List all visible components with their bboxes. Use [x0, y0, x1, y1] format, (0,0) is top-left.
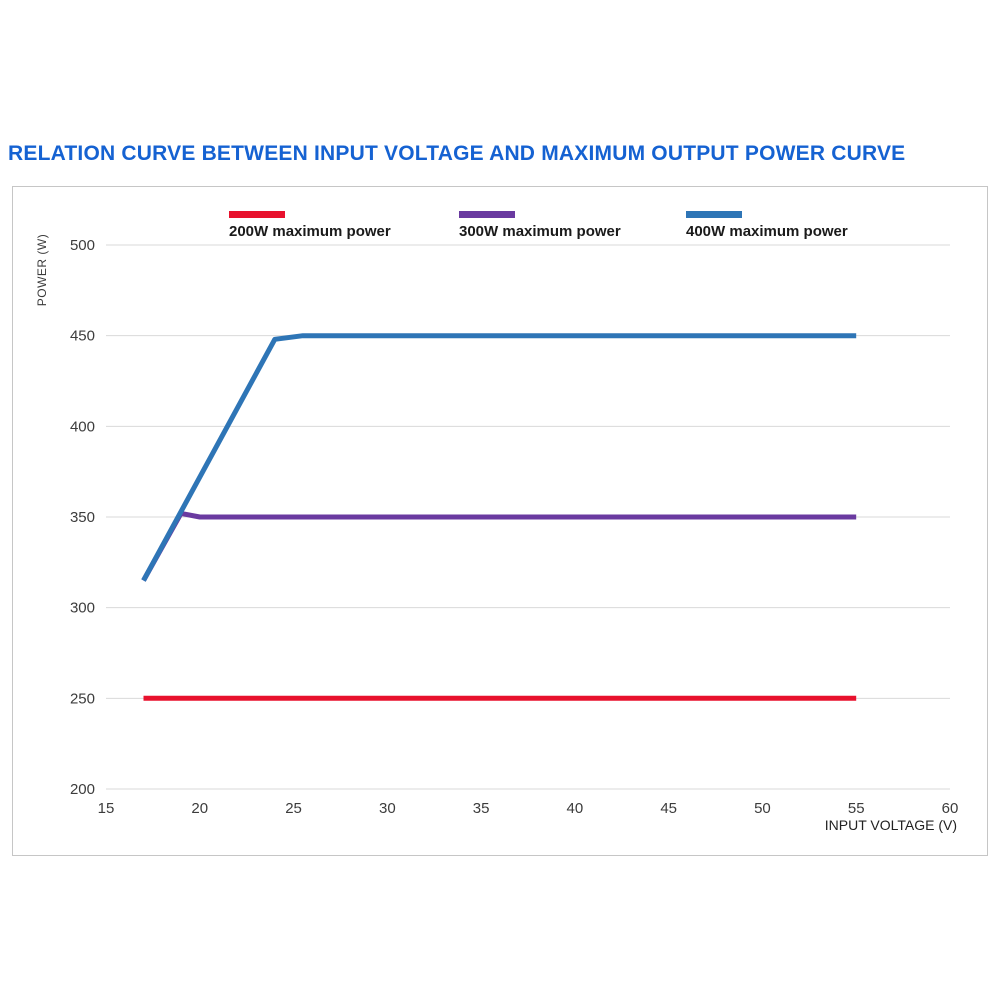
legend-swatch-300w [459, 211, 515, 218]
y-tick-label-350: 350 [70, 509, 95, 526]
y-tick-label-400: 400 [70, 418, 95, 435]
x-tick-label-35: 35 [473, 800, 490, 817]
legend-label-200w: 200W maximum power [229, 223, 391, 240]
x-tick-label-25: 25 [285, 800, 302, 817]
plot-area: 200 250 300 350 400 450 500 15 20 25 30 35 40 45 50 55 6… [70, 237, 959, 817]
y-tick-label-450: 450 [70, 328, 95, 345]
x-tick-label-20: 20 [191, 800, 208, 817]
legend-item-400w: 400W maximum power [686, 211, 848, 240]
chart-title: RELATION CURVE BETWEEN INPUT VOLTAGE AND… [8, 142, 906, 165]
legend-item-200w: 200W maximum power [229, 211, 391, 240]
legend-swatch-400w [686, 211, 742, 218]
x-tick-label-60: 60 [942, 800, 959, 817]
legend-item-300w: 300W maximum power [459, 211, 621, 240]
y-tick-label-500: 500 [70, 237, 95, 254]
y-tick-label-300: 300 [70, 600, 95, 617]
legend-swatch-200w [229, 211, 285, 218]
legend-label-400w: 400W maximum power [686, 223, 848, 240]
x-tick-label-15: 15 [98, 800, 115, 817]
x-tick-label-30: 30 [379, 800, 396, 817]
series-line-1 [141, 510, 857, 582]
x-tick-label-55: 55 [848, 800, 865, 817]
y-tick-label-200: 200 [70, 781, 95, 798]
chart-frame: 200 250 300 350 400 450 500 15 20 25 30 35 40 45 50 55 6… [12, 186, 988, 856]
x-axis-label: INPUT VOLTAGE (V) [824, 817, 957, 833]
x-tick-label-50: 50 [754, 800, 771, 817]
x-tick-label-40: 40 [567, 800, 584, 817]
x-tick-label-45: 45 [660, 800, 677, 817]
y-axis-label: POWER (W) [35, 233, 49, 307]
legend-label-300w: 300W maximum power [459, 223, 621, 240]
y-tick-label-250: 250 [70, 690, 95, 707]
series-line-2 [141, 333, 857, 582]
